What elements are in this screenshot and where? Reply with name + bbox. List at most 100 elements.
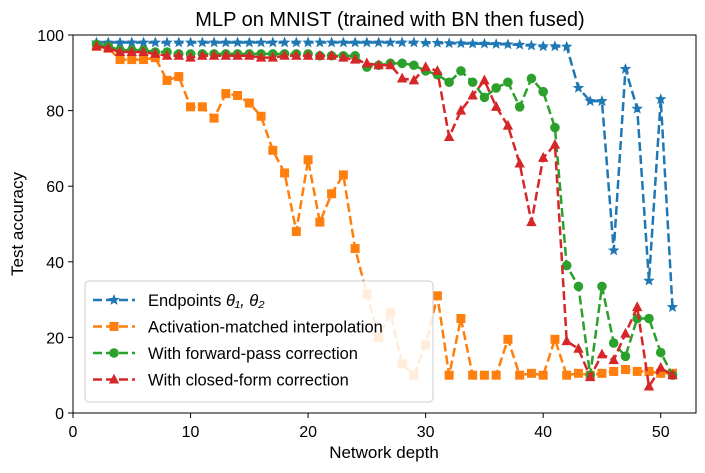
legend-marker bbox=[108, 294, 120, 305]
x-axis-label: Network depth bbox=[329, 443, 439, 462]
legend-label: With closed-form correction bbox=[148, 372, 349, 390]
legend-marker bbox=[109, 322, 119, 331]
data-point bbox=[667, 369, 678, 380]
legend-item: With closed-form correction bbox=[93, 372, 349, 390]
x-tick-label: 20 bbox=[299, 424, 317, 441]
data-point bbox=[280, 168, 290, 178]
y-tick-label: 80 bbox=[46, 104, 64, 121]
x-tick-label: 50 bbox=[652, 424, 670, 441]
data-point bbox=[255, 36, 267, 48]
data-point bbox=[396, 72, 408, 83]
data-point bbox=[538, 370, 548, 380]
data-point bbox=[327, 189, 337, 199]
y-tick-label: 100 bbox=[37, 28, 64, 45]
plot-area bbox=[90, 36, 679, 391]
data-point bbox=[631, 102, 643, 114]
data-point bbox=[432, 291, 442, 301]
data-point bbox=[419, 36, 432, 48]
data-point bbox=[608, 338, 619, 348]
data-point bbox=[197, 49, 208, 60]
data-point bbox=[503, 334, 513, 344]
data-point bbox=[126, 36, 138, 48]
data-point bbox=[291, 227, 301, 237]
data-point bbox=[431, 36, 444, 48]
data-point bbox=[279, 49, 290, 60]
data-point bbox=[550, 122, 560, 133]
data-point bbox=[432, 65, 443, 75]
y-tick-label: 40 bbox=[46, 255, 64, 272]
data-point bbox=[561, 260, 572, 271]
data-point bbox=[409, 60, 419, 71]
data-point bbox=[397, 58, 407, 69]
data-point bbox=[573, 368, 583, 378]
plot-frame bbox=[72, 34, 697, 414]
data-point bbox=[408, 74, 420, 85]
data-point bbox=[502, 38, 514, 50]
data-point bbox=[173, 36, 185, 48]
data-point bbox=[244, 49, 255, 60]
data-point bbox=[550, 334, 560, 344]
data-point bbox=[361, 57, 373, 68]
data-point bbox=[208, 49, 220, 60]
legend-label: Activation-matched interpolation bbox=[148, 319, 383, 337]
data-point bbox=[220, 36, 232, 48]
data-point bbox=[221, 89, 231, 99]
data-point bbox=[314, 49, 326, 60]
data-point bbox=[243, 36, 256, 48]
data-point bbox=[349, 36, 361, 48]
legend-marker bbox=[108, 373, 120, 384]
data-point bbox=[233, 90, 243, 100]
data-point bbox=[267, 51, 279, 62]
legend-item: Activation-matched interpolation bbox=[93, 319, 383, 337]
data-point bbox=[150, 48, 161, 58]
data-point bbox=[468, 370, 478, 380]
legend-marker bbox=[109, 348, 119, 358]
data-point bbox=[396, 36, 408, 48]
data-point bbox=[644, 313, 654, 324]
data-point bbox=[302, 36, 314, 48]
data-point bbox=[372, 36, 385, 48]
y-tick-label: 20 bbox=[46, 330, 64, 347]
legend-label: With forward-pass correction bbox=[148, 345, 358, 363]
x-tick-label: 0 bbox=[69, 424, 78, 441]
data-point bbox=[467, 89, 478, 100]
data-point bbox=[644, 366, 654, 376]
data-point bbox=[572, 81, 585, 93]
data-point bbox=[350, 244, 360, 254]
data-point bbox=[456, 314, 466, 323]
data-point bbox=[267, 36, 279, 48]
data-point bbox=[655, 347, 666, 358]
data-point bbox=[231, 36, 244, 48]
data-point bbox=[114, 36, 126, 48]
data-point bbox=[608, 244, 620, 256]
data-point bbox=[514, 157, 525, 168]
chart-title: MLP on MNIST (trained with BN then fused… bbox=[195, 9, 584, 31]
data-point bbox=[573, 281, 584, 292]
data-point bbox=[174, 72, 184, 82]
data-point bbox=[91, 40, 102, 51]
data-point bbox=[196, 36, 209, 48]
data-point bbox=[443, 37, 455, 49]
data-point bbox=[620, 327, 631, 338]
data-point bbox=[478, 37, 491, 49]
data-point bbox=[655, 361, 666, 372]
y-tick-label: 60 bbox=[46, 179, 64, 196]
data-point bbox=[185, 51, 196, 62]
data-point bbox=[632, 366, 642, 376]
data-point bbox=[385, 59, 396, 70]
y-axis-label: Test accuracy bbox=[8, 172, 27, 276]
data-point bbox=[255, 51, 267, 62]
data-point bbox=[526, 216, 537, 227]
data-point bbox=[161, 49, 173, 60]
data-point bbox=[585, 371, 596, 382]
series-line bbox=[96, 41, 674, 308]
data-point bbox=[126, 46, 137, 57]
data-point bbox=[466, 37, 479, 49]
legend-label: Endpoints θ₁, θ₂ bbox=[148, 292, 265, 310]
x-tick-label: 40 bbox=[534, 424, 552, 441]
data-point bbox=[325, 36, 338, 48]
data-point bbox=[562, 370, 572, 380]
data-point bbox=[560, 40, 573, 52]
data-point bbox=[115, 55, 125, 65]
data-point bbox=[315, 217, 325, 227]
